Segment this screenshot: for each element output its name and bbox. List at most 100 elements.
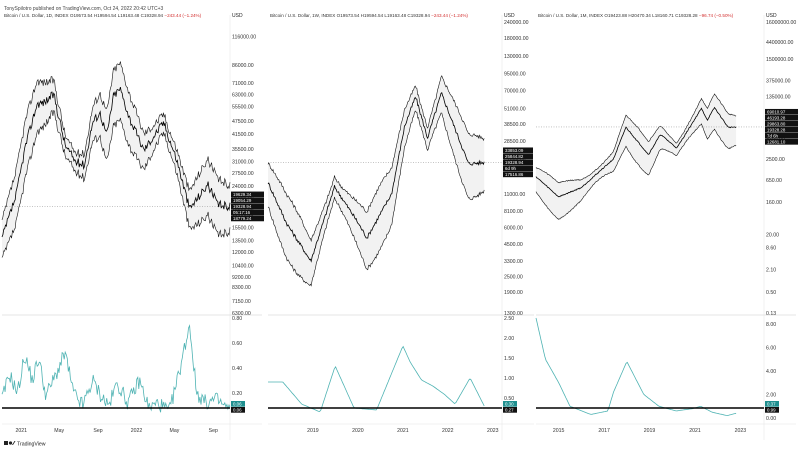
price-label-text: 17516.86 [505,172,524,177]
price-tick-label: 28500.00 [504,139,526,145]
header-change: −96.74 (−0.50%) [699,13,734,18]
price-label-text: 6d 9h [505,166,517,171]
price-tick-label: 11000.00 [504,192,525,198]
price-label-box [765,120,798,127]
price-label-box [765,132,798,139]
price-tick-label: 15500.00 [232,226,254,232]
x-tick-label: 2019 [644,428,656,434]
indicator-label-text: 0.06 [233,401,242,406]
price-label-box [231,191,264,198]
x-tick-label: 2020 [352,428,364,434]
price-tick-label: 55500.00 [232,104,254,110]
price-label-box [765,108,798,115]
price-tick-label: 4500.00 [504,242,523,248]
price-label-text: 05:17:16 [233,210,251,215]
price-label-text: 12681.10 [767,139,786,144]
x-tick-label: 2021 [397,428,409,434]
indicator-label-box [503,407,517,413]
indicator-tick-label: 0.00 [766,416,776,422]
indicator-tick-label: 0.20 [232,391,242,397]
indicator-tick-label: 0.40 [232,366,242,372]
price-tick-label: 160.00 [766,200,782,206]
price-label-box [503,147,533,154]
header-symbol: Bitcoin / U.S. Dollar, 1W, INDEX [270,13,337,18]
price-tick-label: 4400000.00 [766,40,794,46]
x-tick-label: 2015 [553,428,565,434]
price-tick-label: 2500.00 [766,157,785,163]
price-tick-label: 27500.00 [232,171,254,177]
indicator-series-line [535,317,737,417]
price-label-text: 19328.94 [233,204,252,209]
price-tick-label: 8.60 [766,246,776,252]
published-by-text: TonySpilotro published on TradingView.co… [4,6,164,12]
x-tick-label: 2017 [598,428,610,434]
price-series-line [1,86,231,238]
price-lower-band [1,109,231,258]
indicator-tick-label: 2.00 [504,336,514,342]
price-tick-label: 47500.00 [232,119,254,125]
price-tick-label: 2500.00 [504,275,523,281]
price-label-box [765,138,798,145]
currency-label: USD [504,13,515,19]
x-tick-label: Sep [93,428,102,434]
price-label-box [503,171,533,178]
price-tick-label: 71000.00 [232,81,254,87]
price-tick-label: 2.10 [766,268,776,274]
price-band-fill [536,94,737,220]
price-label-text: 19328.94 [505,160,524,165]
price-tick-label: 86000.00 [232,63,254,69]
header-change: −243.44 (−1.24%) [431,13,468,18]
price-label-box [231,209,264,216]
header-symbol: Bitcoin / U.S. Dollar, 1M, INDEX [538,13,604,18]
price-label-box [765,114,798,121]
price-tick-label: 31000.00 [232,160,254,166]
price-tick-label: 6000.00 [504,226,523,232]
price-tick-label: 63000.00 [232,92,254,98]
indicator-series-line [1,324,231,413]
panel-header: Bitcoin / U.S. Dollar, 1M, INDEX O19423.… [538,13,734,18]
price-lower-band [535,123,737,220]
indicator-label-text: 0.27 [505,407,514,412]
price-label-text: 29863.80 [767,121,786,126]
price-tick-label: 650.00 [766,178,782,184]
indicator-tick-label: 2.00 [766,392,776,398]
panel-header: Bitcoin / U.S. Dollar, 1W, INDEX O19573.… [270,13,468,18]
indicator-tick-label: 6.00 [766,345,776,351]
price-tick-label: 8100.00 [504,209,523,215]
indicator-tick-label: 1.50 [504,356,514,362]
price-tick-label: 9200.00 [232,275,251,281]
panel-header: Bitcoin / U.S. Dollar, 1D, INDEX O19573.… [4,13,202,18]
indicator-label-box [765,407,779,413]
price-label-text: 19328.28 [767,127,786,132]
price-label-box [231,197,264,204]
price-label-box [765,126,798,133]
price-tick-label: 1300.00 [504,311,523,317]
price-label-text: 19629.34 [233,192,252,197]
indicator-label-box [231,407,245,413]
indicator-label-text: 0.37 [767,401,776,406]
price-tick-label: 10400.00 [232,263,254,269]
price-upper-band [535,93,737,184]
price-tick-label: 1500000.00 [766,57,794,63]
price-label-box [231,215,264,222]
price-label-box [503,165,533,172]
price-tick-label: 8300.00 [232,285,251,291]
price-tick-label: 95000.00 [504,72,526,78]
price-tick-label: 1900.00 [504,290,523,296]
price-tick-label: 135000.00 [766,95,791,101]
price-upper-band [1,61,231,220]
price-tick-label: 70000.00 [504,89,526,95]
header-ohlc: O19423.88 H20470.34 L18160.71 C19328.28 [604,13,699,18]
indicator-label-box [231,401,245,407]
price-tick-label: 7150.00 [232,299,251,305]
panel-monthly: Bitcoin / U.S. Dollar, 1M, INDEX O19423.… [535,13,798,440]
price-tick-label: 3300.00 [504,259,523,265]
header-ohlc: O19573.54 H19594.54 L19163.48 C19328.94 [337,13,432,18]
x-tick-label: 2023 [487,428,499,434]
tradingview-brand: TradingView [17,442,46,448]
price-tick-label: 41500.00 [232,132,254,138]
x-tick-label: 2019 [307,428,319,434]
indicator-tick-label: 0.80 [232,316,242,322]
price-band-fill [2,61,230,258]
price-tick-label: 6300.00 [232,311,251,317]
